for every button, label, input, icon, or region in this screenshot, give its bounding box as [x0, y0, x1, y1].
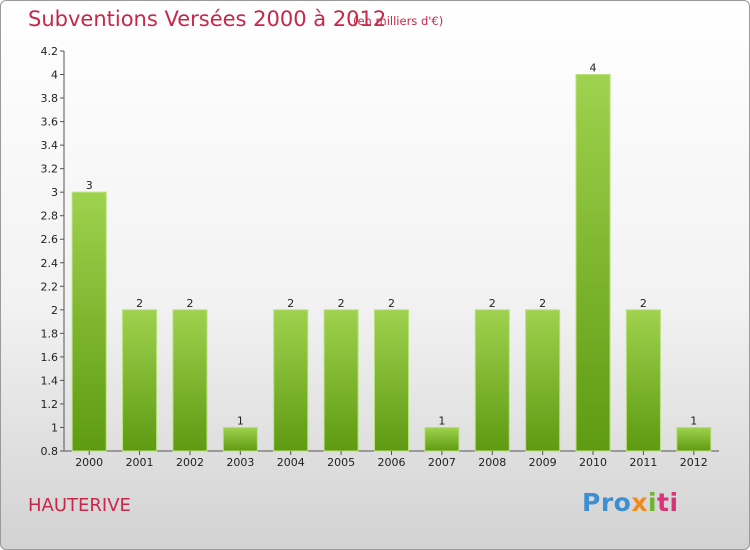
bar-2010 — [575, 74, 611, 452]
y-tick-label: 1 — [51, 421, 58, 434]
chart-title: Subventions Versées 2000 à 2012 — [28, 7, 387, 31]
data-label: 4 — [590, 62, 597, 75]
y-tick-label: 1.8 — [41, 327, 59, 340]
data-label: 2 — [489, 297, 496, 310]
bar-2011 — [625, 309, 661, 452]
y-tick-label: 2.6 — [41, 233, 59, 246]
bar-2009 — [525, 309, 561, 452]
y-tick-label: 1.4 — [41, 374, 59, 387]
x-tick-label: 2001 — [126, 456, 154, 469]
y-tick-label: 3 — [51, 186, 58, 199]
x-tick-label: 2008 — [478, 456, 506, 469]
data-label: 2 — [640, 297, 647, 310]
chart-subtitle: (en milliers d'€) — [353, 14, 444, 28]
logo-part-4: ti — [657, 488, 679, 517]
y-tick-label: 3.8 — [41, 92, 59, 105]
data-label: 2 — [338, 297, 345, 310]
y-tick-label: 3.6 — [41, 116, 59, 129]
x-tick-label: 2012 — [680, 456, 708, 469]
x-tick-label: 2003 — [226, 456, 254, 469]
logo-part-3: i — [647, 488, 658, 517]
y-tick-label: 4.2 — [41, 45, 59, 58]
logo-part-2: x — [631, 488, 648, 517]
y-tick-label: 0.8 — [41, 445, 59, 458]
bar-2006 — [374, 309, 409, 452]
y-tick-label: 3.4 — [41, 139, 59, 152]
y-tick-label: 2.4 — [41, 257, 59, 270]
data-label: 3 — [86, 179, 93, 192]
data-label: 1 — [237, 414, 244, 427]
data-label: 2 — [186, 297, 193, 310]
data-label: 2 — [136, 297, 143, 310]
bar-2001 — [122, 309, 158, 452]
logo-part-1: Pro — [582, 488, 632, 517]
bar-2005 — [323, 309, 359, 452]
data-label: 1 — [690, 414, 697, 427]
bar-2012 — [676, 426, 712, 452]
y-tick-label: 1.2 — [41, 398, 59, 411]
y-tick-label: 3.2 — [41, 163, 59, 176]
x-tick-label: 2006 — [378, 456, 406, 469]
data-label: 1 — [438, 414, 445, 427]
y-tick-label: 2.2 — [41, 280, 59, 293]
data-label: 2 — [539, 297, 546, 310]
bar-2007 — [424, 426, 460, 452]
bar-2008 — [474, 309, 510, 452]
data-label: 2 — [388, 297, 395, 310]
bar-2000 — [71, 191, 107, 452]
x-tick-label: 2011 — [629, 456, 657, 469]
proxiti-logo[interactable]: Proxiti — [582, 488, 679, 517]
y-tick-label: 1.6 — [41, 351, 59, 364]
x-tick-label: 2004 — [277, 456, 305, 469]
x-tick-label: 2000 — [75, 456, 103, 469]
x-tick-label: 2002 — [176, 456, 204, 469]
bar-2002 — [172, 309, 208, 452]
y-tick-label: 4 — [51, 69, 58, 82]
data-label: 2 — [287, 297, 294, 310]
x-tick-label: 2009 — [529, 456, 557, 469]
y-tick-label: 2 — [51, 304, 58, 317]
bar-2004 — [273, 309, 309, 452]
x-tick-label: 2007 — [428, 456, 456, 469]
x-tick-label: 2005 — [327, 456, 355, 469]
bar-2003 — [222, 426, 258, 452]
commune-name: HAUTERIVE — [28, 495, 131, 516]
x-tick-label: 2010 — [579, 456, 607, 469]
y-tick-label: 2.8 — [41, 210, 59, 223]
